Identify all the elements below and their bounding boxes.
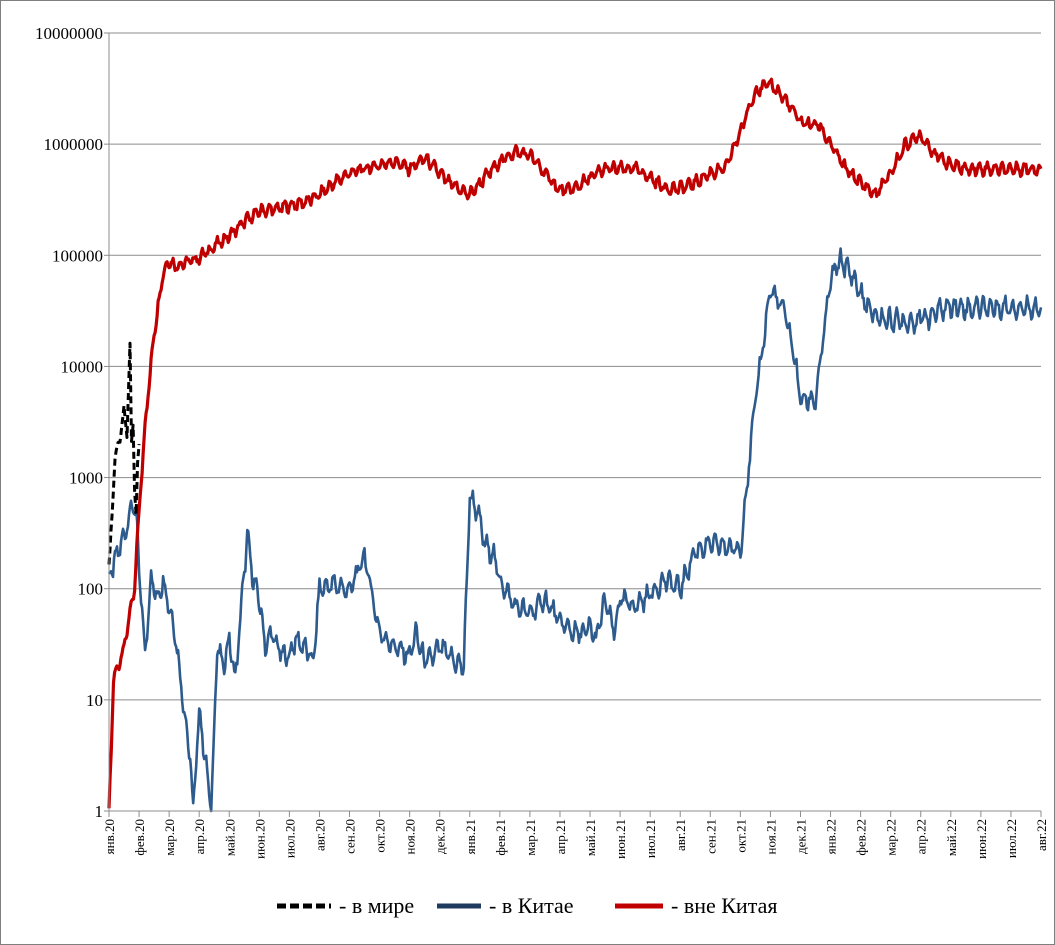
x-tick-label: авг.22 <box>1034 819 1049 851</box>
y-tick-label: 1000 <box>69 469 103 488</box>
x-tick-label: мар.22 <box>884 819 899 856</box>
x-tick-label: июн.21 <box>613 819 628 859</box>
x-tick-label: авг.20 <box>312 819 327 851</box>
x-tick-label: июл.21 <box>643 819 658 858</box>
y-tick-label: 100000 <box>52 246 103 265</box>
x-tick-label: май.21 <box>583 819 598 856</box>
x-tick-label: апр.20 <box>192 819 207 854</box>
axes <box>108 33 1041 812</box>
x-tick-label: сен.21 <box>703 819 718 854</box>
x-tick-label: апр.22 <box>914 819 929 854</box>
x-tick-label: июн.22 <box>974 819 989 859</box>
x-tick-label: апр.21 <box>553 819 568 854</box>
x-tick-label: окт.20 <box>373 819 388 853</box>
legend-label-1: - в мире <box>339 893 414 918</box>
legend-label-2: - в Китае <box>489 893 574 918</box>
y-tick-label: 1 <box>95 802 104 821</box>
y-tick-label: 10 <box>86 691 103 710</box>
x-tick-label: фев.22 <box>854 819 869 856</box>
y-tick-label: 100 <box>78 580 104 599</box>
x-tick-label: янв.20 <box>102 819 117 854</box>
x-tick-label: янв.21 <box>463 819 478 854</box>
series-line-1 <box>107 341 141 565</box>
legend: - в мире - в Китае - вне Китая <box>277 893 777 918</box>
x-tick-label: дек.21 <box>793 819 808 854</box>
x-tick-label: янв.22 <box>824 819 839 854</box>
x-axis-ticks: янв.20 фев.20 мар.20 апр.20 май.20 июн.20 июл.… <box>102 811 1049 859</box>
series-line-2 <box>107 247 1043 813</box>
x-tick-label: июн.20 <box>252 819 267 859</box>
series-layer <box>107 77 1043 813</box>
x-tick-label: май.22 <box>944 819 959 856</box>
x-tick-label: июл.20 <box>282 819 297 858</box>
x-tick-label: ноя.20 <box>403 819 418 854</box>
x-tick-label: дек.20 <box>433 819 448 854</box>
y-tick-label: 1000000 <box>44 135 104 154</box>
y-tick-label: 10000 <box>61 357 104 376</box>
x-tick-label: ноя.21 <box>763 819 778 854</box>
x-tick-label: май.20 <box>222 819 237 856</box>
x-tick-label: июл.22 <box>1004 819 1019 858</box>
x-tick-label: сен.20 <box>343 819 358 854</box>
x-tick-label: фев.20 <box>132 819 147 856</box>
y-axis-ticks: 1 10 100 1000 10000 100000 1000000 10000000 <box>35 24 109 821</box>
x-tick-label: авг.21 <box>673 819 688 851</box>
y-tick-label: 10000000 <box>35 24 103 43</box>
x-tick-label: окт.21 <box>733 819 748 853</box>
x-tick-label: мар.20 <box>162 819 177 856</box>
legend-label-3: - вне Китая <box>671 893 777 918</box>
x-tick-label: фев.21 <box>493 819 508 856</box>
x-tick-label: мар.21 <box>523 819 538 856</box>
series-line-3 <box>107 77 1043 809</box>
grid-lines <box>109 32 1041 812</box>
